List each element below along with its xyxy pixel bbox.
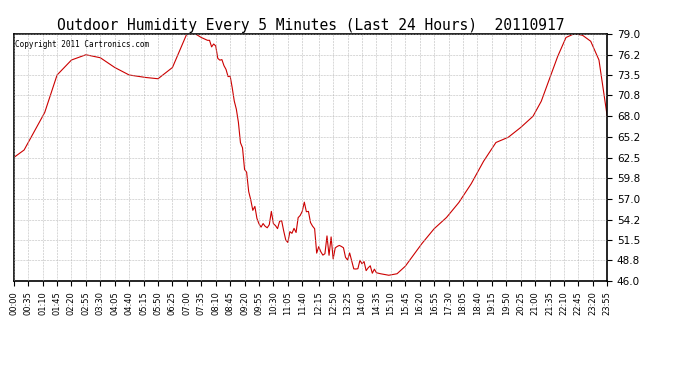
Text: Copyright 2011 Cartronics.com: Copyright 2011 Cartronics.com bbox=[15, 40, 149, 49]
Title: Outdoor Humidity Every 5 Minutes (Last 24 Hours)  20110917: Outdoor Humidity Every 5 Minutes (Last 2… bbox=[57, 18, 564, 33]
